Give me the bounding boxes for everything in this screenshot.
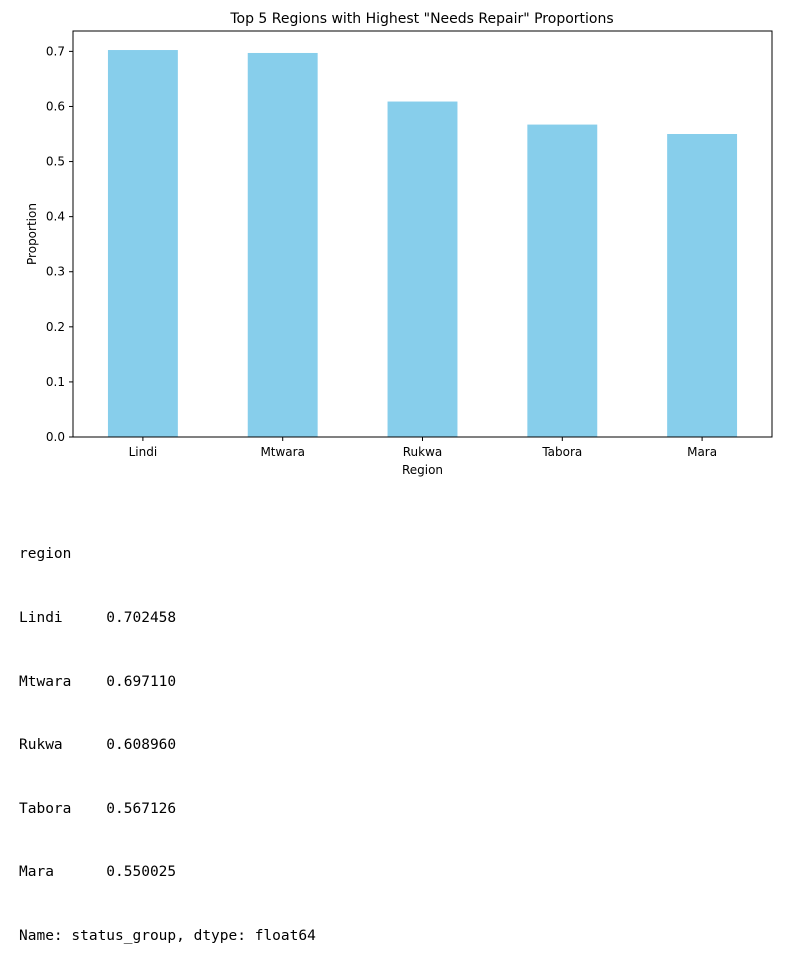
- output-row: Lindi 0.702458: [19, 610, 177, 627]
- y-tick-label: 0.0: [46, 430, 65, 444]
- bar-chart: Top 5 Regions with Highest "Needs Repair…: [25, 11, 773, 477]
- x-tick-label: Mtwara: [260, 445, 305, 459]
- x-axis: Lindi Mtwara Rukwa Tabora Mara: [129, 437, 717, 459]
- bar-rukwa: [387, 101, 458, 438]
- y-tick-label: 0.4: [46, 210, 65, 224]
- console-output: region Lindi 0.702458 Mtwara 0.697110 Ru…: [19, 502, 316, 968]
- bars-group: [107, 50, 738, 438]
- y-tick-label: 0.1: [46, 375, 65, 389]
- output-header: region: [19, 546, 72, 563]
- output-footer: Name: status_group, dtype: float64: [19, 928, 316, 945]
- bar-tabora: [527, 124, 598, 438]
- y-axis: 0.0 0.1 0.2 0.3 0.4 0.5 0.6 0.7: [46, 44, 73, 444]
- output-row: Mtwara 0.697110: [19, 673, 177, 690]
- bar-mara: [667, 134, 738, 437]
- x-tick-label: Rukwa: [403, 445, 443, 459]
- y-tick-label: 0.5: [46, 155, 65, 169]
- x-tick-label: Lindi: [129, 445, 158, 459]
- y-tick-label: 0.3: [46, 265, 65, 279]
- y-tick-label: 0.7: [46, 44, 65, 58]
- x-axis-label: Region: [402, 463, 443, 477]
- x-tick-label: Tabora: [541, 445, 582, 459]
- bar-lindi: [107, 50, 178, 437]
- bar-mtwara: [247, 52, 318, 438]
- y-tick-label: 0.2: [46, 320, 65, 334]
- x-tick-label: Mara: [687, 445, 717, 459]
- output-row: Mara 0.550025: [19, 864, 177, 881]
- y-tick-label: 0.6: [46, 99, 65, 113]
- y-axis-label: Proportion: [25, 203, 39, 265]
- output-row: Rukwa 0.608960: [19, 737, 177, 754]
- output-row: Tabora 0.567126: [19, 800, 177, 817]
- chart-title: Top 5 Regions with Highest "Needs Repair…: [229, 11, 613, 27]
